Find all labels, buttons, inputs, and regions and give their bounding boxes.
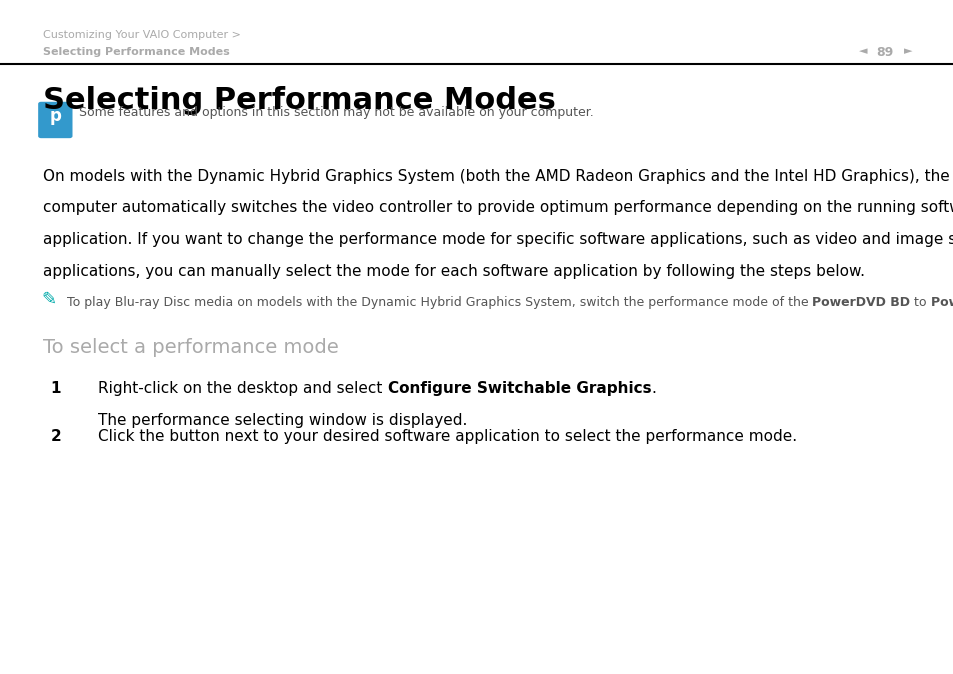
Text: Power Saving: Power Saving [930, 296, 953, 309]
Text: ►: ► [903, 46, 911, 56]
Text: 1: 1 [51, 381, 61, 396]
Text: to: to [909, 296, 930, 309]
FancyBboxPatch shape [38, 102, 72, 138]
Text: ✎: ✎ [41, 291, 56, 309]
Text: applications, you can manually select the mode for each software application by : applications, you can manually select th… [43, 264, 864, 278]
Text: PowerDVD BD: PowerDVD BD [812, 296, 909, 309]
Text: Customizing Your VAIO Computer >: Customizing Your VAIO Computer > [43, 30, 240, 40]
Text: To play Blu-ray Disc media on models with the Dynamic Hybrid Graphics System, sw: To play Blu-ray Disc media on models wit… [67, 296, 812, 309]
Text: On models with the Dynamic Hybrid Graphics System (both the AMD Radeon Graphics : On models with the Dynamic Hybrid Graphi… [43, 168, 948, 183]
Text: To select a performance mode: To select a performance mode [43, 338, 338, 357]
Text: 2: 2 [51, 429, 61, 444]
Text: .: . [651, 381, 656, 396]
Text: application. If you want to change the performance mode for specific software ap: application. If you want to change the p… [43, 232, 953, 247]
Text: Right-click on the desktop and select: Right-click on the desktop and select [98, 381, 387, 396]
Text: Some features and options in this section may not be available on your computer.: Some features and options in this sectio… [79, 106, 594, 119]
Text: Click the button next to your desired software application to select the perform: Click the button next to your desired so… [98, 429, 797, 444]
Text: ◄: ◄ [859, 46, 866, 56]
Text: Selecting Performance Modes: Selecting Performance Modes [43, 47, 230, 57]
Text: p: p [50, 107, 61, 125]
Text: 89: 89 [876, 46, 893, 59]
Text: computer automatically switches the video controller to provide optimum performa: computer automatically switches the vide… [43, 200, 953, 215]
Text: Selecting Performance Modes: Selecting Performance Modes [43, 86, 556, 115]
Text: Configure Switchable Graphics: Configure Switchable Graphics [387, 381, 651, 396]
Text: The performance selecting window is displayed.: The performance selecting window is disp… [98, 413, 467, 428]
